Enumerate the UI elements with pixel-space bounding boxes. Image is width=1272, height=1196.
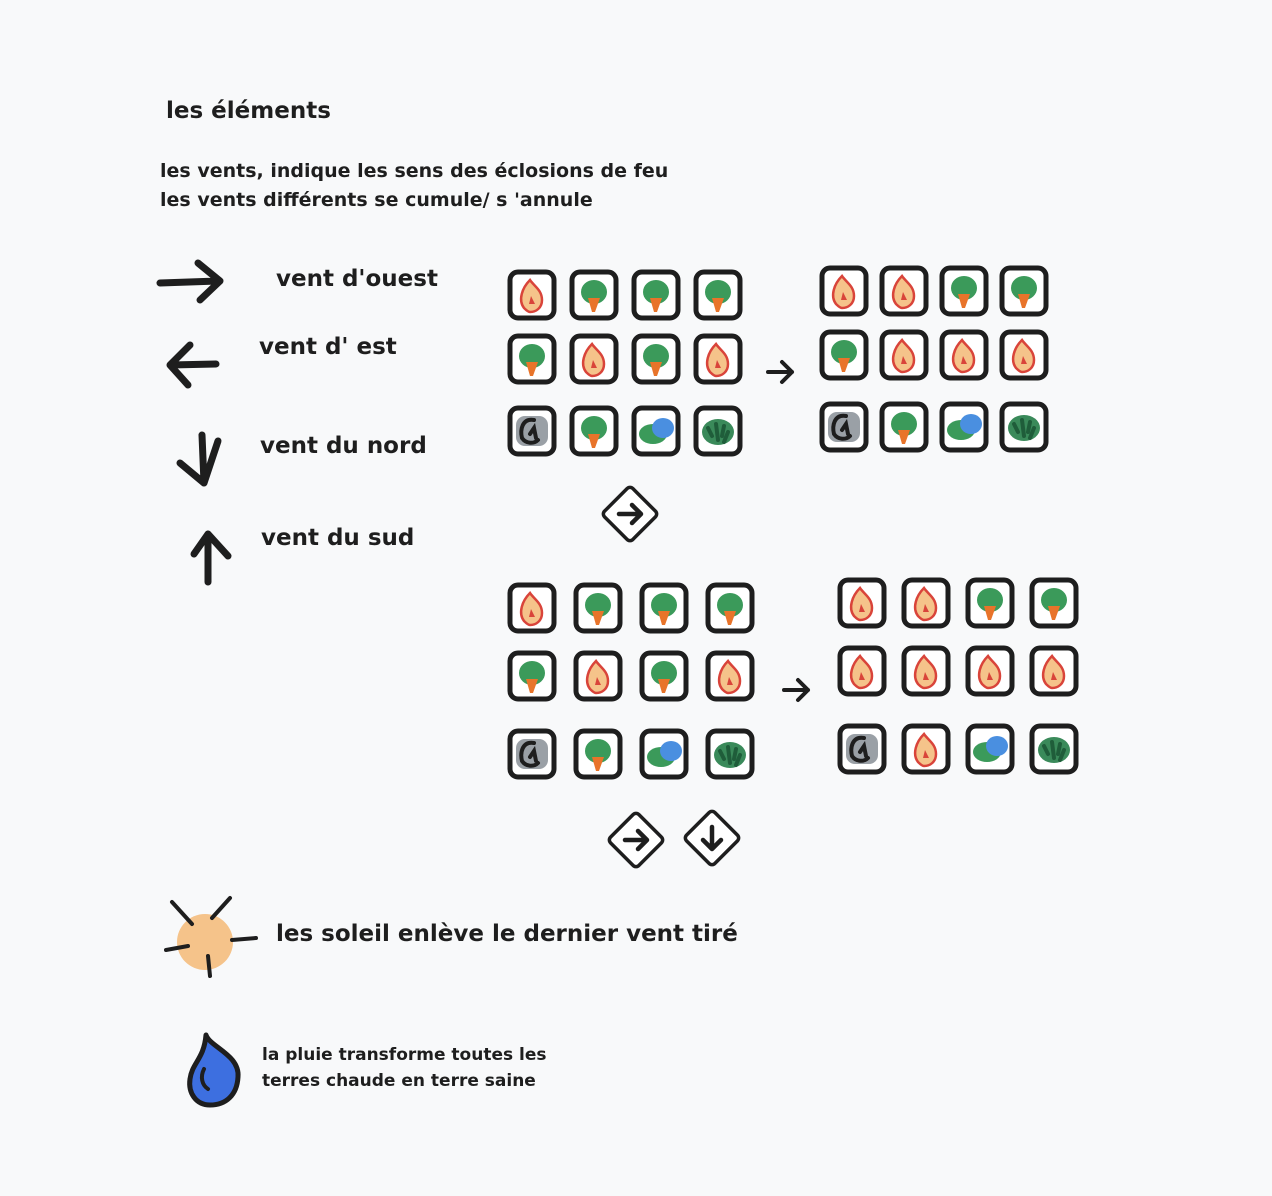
tile-rock [507,728,557,780]
tile-tree [573,582,623,634]
arrow-down-icon [176,431,222,487]
intro-line-1: les vents, indique les sens des éclosion… [160,160,669,182]
tile-tree [569,269,619,321]
tile-fire [879,265,929,317]
tile-tree [819,329,869,381]
rain-description-line-2: terres chaude en terre saine [262,1071,536,1091]
tile-tree [1029,577,1079,629]
rain-drop-icon [187,1032,241,1108]
sun-disc [177,914,233,970]
rain-description-line-1: la pluie transforme toutes les [262,1045,547,1065]
tile-tree [965,577,1015,629]
tile-fire [901,645,951,697]
tile-fire [569,333,619,385]
tile-tree [879,401,929,453]
tile-rock [837,723,887,775]
sun-description: les soleil enlève le dernier vent tiré [276,921,738,947]
sun-icon [164,896,258,978]
tile-fire [573,650,623,702]
tile-fire [999,329,1049,381]
wind-label-nord: vent du nord [260,433,427,459]
tile-tree [639,650,689,702]
tile-fire [705,650,755,702]
tile-fire [939,329,989,381]
tile-fire [837,577,887,629]
tile-fire [819,265,869,317]
transition-arrow-icon [766,360,794,384]
tile-bush [1029,723,1079,775]
wind-label-ouest: vent d'ouest [276,266,438,292]
arrow-up-icon [190,530,232,586]
tile-water [631,405,681,457]
page-title: les éléments [166,98,331,124]
arrow-left-icon [166,341,220,389]
tile-tree [569,405,619,457]
tile-fire [879,329,929,381]
tile-water [939,401,989,453]
tile-rock [819,401,869,453]
tile-tree [939,265,989,317]
tile-fire [965,645,1015,697]
tile-tree [639,582,689,634]
tile-tree [631,333,681,385]
tile-tree [631,269,681,321]
tile-tree [705,582,755,634]
tile-tree [507,333,557,385]
tile-fire [901,723,951,775]
tile-tree [999,265,1049,317]
arrow-right-icon [156,259,224,304]
wind-card-east [601,485,659,543]
rain-drop-shape [187,1032,241,1108]
tile-fire [507,269,557,321]
wind-card-south [683,809,741,867]
tile-water [965,723,1015,775]
tile-bush [705,728,755,780]
tile-bush [693,405,743,457]
tile-tree [573,728,623,780]
tile-rock [507,405,557,457]
wind-label-est: vent d' est [259,334,397,360]
transition-arrow-icon [782,678,810,702]
tile-fire [693,333,743,385]
wind-card-east [607,811,665,869]
tile-water [639,728,689,780]
tile-fire [507,582,557,634]
tile-tree [693,269,743,321]
tile-fire [1029,645,1079,697]
intro-line-2: les vents différents se cumule/ s 'annul… [160,189,593,211]
tile-bush [999,401,1049,453]
tile-fire [837,645,887,697]
tile-fire [901,577,951,629]
wind-label-sud: vent du sud [261,525,415,551]
tile-tree [507,650,557,702]
